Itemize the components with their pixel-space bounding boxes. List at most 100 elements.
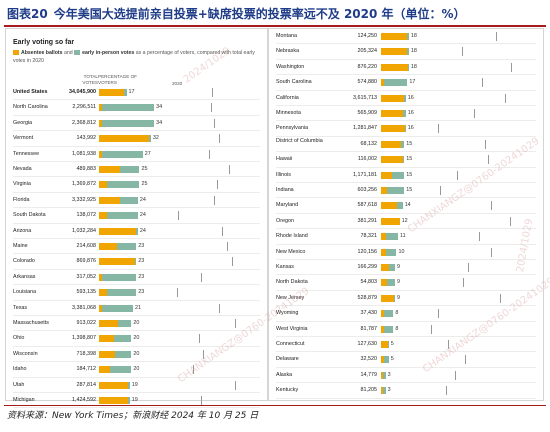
chart-row: Tennessee 1,081,938 27 (6, 147, 267, 162)
row-divider (276, 397, 536, 399)
ref-2020-marker (430, 324, 432, 334)
stacked-bar (99, 303, 261, 313)
bar-in-person (102, 304, 133, 312)
total-votes-value: 166,299 (357, 264, 378, 270)
percentage-label: 21 (135, 304, 142, 311)
percentage-label: 10 (398, 248, 405, 255)
bar-in-person (118, 320, 132, 327)
bar-in-person (382, 387, 386, 395)
chart-row: New Jersey 528,879 9 (269, 291, 543, 307)
chart-row: South Dakota 138,072 24 (6, 208, 267, 224)
chart-row: Montana 124,250 18 (269, 29, 543, 45)
ref-2020-marker (505, 93, 506, 103)
total-votes-value: 317,052 (76, 273, 97, 280)
chart-row: Vermont 143,992 32 (6, 131, 267, 147)
row-divider (276, 120, 536, 122)
bar-absentee (381, 387, 383, 395)
row-divider (276, 181, 536, 183)
stacked-bar (99, 180, 261, 190)
bar-absentee (381, 356, 385, 364)
state-label: Nevada (13, 166, 32, 172)
row-divider (276, 89, 536, 91)
state-label: Indiana (276, 187, 294, 193)
chart-row: Virginia 1,369,872 25 (6, 177, 267, 193)
chart-row: Maryland 587,618 14 (269, 198, 543, 214)
ref-2020-marker (491, 247, 493, 257)
percentage-label: 18 (410, 63, 417, 70)
percentage-label: 19 (131, 397, 138, 403)
row-divider (276, 382, 536, 384)
row-divider (276, 228, 536, 230)
stacked-bar (99, 396, 261, 405)
total-votes-value: 1,081,938 (72, 150, 96, 157)
ref-2020-marker (218, 134, 220, 144)
ref-2020-marker (464, 355, 466, 365)
bar-absentee (99, 304, 103, 312)
column-header-percentage: PERCENTAGE OF VOTERS (98, 74, 137, 85)
legend-and: and (63, 50, 73, 56)
bar-absentee (99, 258, 135, 266)
bar-in-person (107, 289, 137, 297)
state-label: Maryland (276, 202, 299, 209)
bar-absentee (99, 166, 121, 173)
state-label: Nebraska (276, 48, 300, 55)
total-votes-value: 81,205 (360, 387, 378, 394)
percentage-label: 23 (138, 289, 145, 296)
chart-row: Idaho 184,712 20 (6, 362, 267, 378)
row-divider (276, 351, 536, 353)
percentage-label: 16 (407, 110, 414, 116)
bar-in-person (401, 140, 405, 148)
row-divider (276, 243, 536, 245)
bar-absentee (381, 140, 402, 148)
bar-absentee (381, 341, 388, 348)
percentage-label: 20 (133, 350, 140, 357)
ref-2020-marker (461, 47, 463, 57)
stacked-bar (381, 263, 536, 272)
stacked-bar (381, 232, 536, 242)
state-label: California (276, 94, 299, 101)
source-note: 资料来源：New York Times；新浪财经 2024 年 10 月 25 … (7, 411, 259, 421)
legend-absentee-label: Absentee ballots (21, 50, 63, 56)
stacked-bar (381, 216, 536, 226)
total-votes-value: 143,992 (76, 135, 97, 142)
state-label: Alaska (276, 371, 293, 378)
percentage-label: 18 (410, 33, 417, 39)
row-divider (276, 258, 536, 260)
total-votes-value: 1,398,807 (72, 335, 96, 342)
chart-title: Early voting so far (13, 39, 75, 46)
ref-2020-marker (478, 232, 480, 242)
total-votes-value: 116,002 (357, 156, 377, 163)
stacked-bar (381, 370, 536, 380)
legend-in-person-label: early in-person votes (82, 50, 135, 56)
bar-in-person (149, 135, 151, 143)
row-divider (13, 330, 260, 332)
total-votes-value: 184,712 (76, 366, 97, 373)
state-label: Michigan (13, 397, 35, 403)
stacked-bar (381, 155, 536, 165)
stacked-bar (99, 365, 261, 375)
bar-in-person (385, 233, 399, 241)
stacked-bar (99, 242, 261, 251)
ref-2020-marker (201, 272, 203, 282)
total-votes-value: 124,250 (357, 33, 378, 39)
state-label: Pennsylvania (276, 125, 309, 132)
stacked-bar (99, 118, 261, 128)
total-votes-value: 37,430 (360, 310, 378, 317)
row-divider (276, 166, 536, 168)
state-label: Minnesota (276, 110, 301, 116)
chart-row: District of Columbia 68,132 15 (269, 137, 543, 153)
chart-row: Indiana 603,256 15 (269, 183, 543, 199)
ref-2020-marker (212, 88, 214, 97)
chart-row: Minnesota 565,909 16 (269, 106, 543, 122)
ref-2020-marker (235, 319, 237, 328)
right-chart-panel: Montana 124,250 18 Nebraska 205,324 18 Washing… (268, 28, 544, 401)
percentage-label: 9 (396, 294, 400, 301)
total-votes-value: 1,281,847 (353, 125, 377, 132)
ref-2020-marker (481, 78, 483, 88)
ref-2020-marker (226, 242, 228, 251)
total-votes-value: 2,296,511 (72, 104, 96, 111)
state-label: Texas (13, 304, 28, 311)
percentage-label: 18 (410, 48, 417, 55)
bar-absentee (381, 233, 386, 241)
bar-absentee (99, 119, 103, 127)
